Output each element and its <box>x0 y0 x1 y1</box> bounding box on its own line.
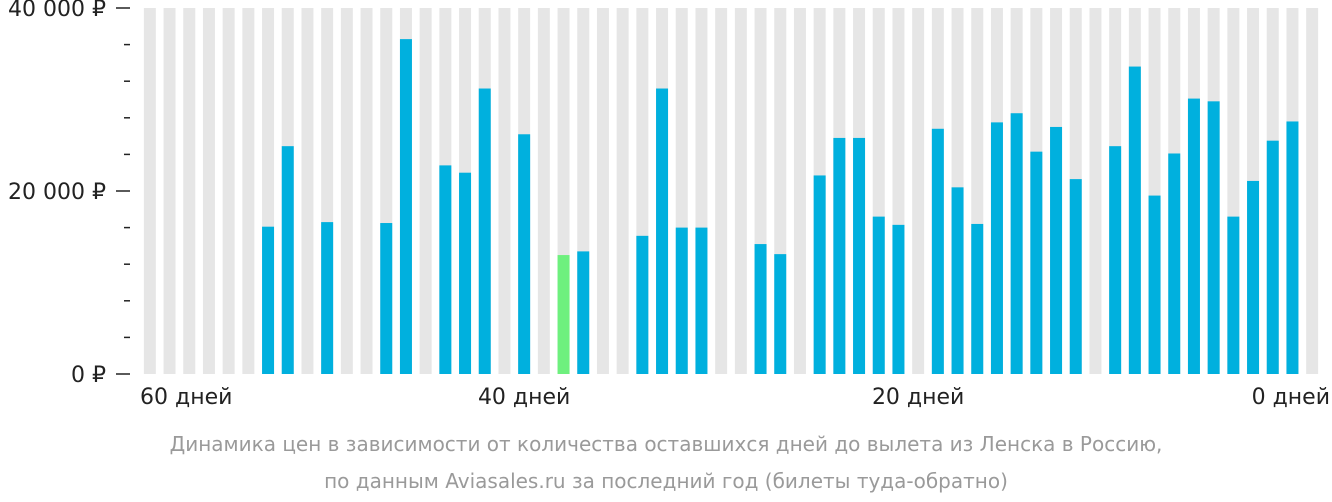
x-tick-label: 20 дней <box>872 385 964 410</box>
price-bars <box>262 39 1299 375</box>
price-bar[interactable] <box>439 165 452 374</box>
price-bar[interactable] <box>1030 151 1043 374</box>
price-bar[interactable] <box>813 175 826 374</box>
background-column <box>498 8 511 374</box>
x-tick-label: 60 дней <box>140 385 232 410</box>
price-bar[interactable] <box>1109 146 1122 374</box>
price-bar[interactable] <box>872 216 885 374</box>
price-bar[interactable] <box>833 137 846 374</box>
price-bar[interactable] <box>1187 98 1200 375</box>
background-column <box>793 8 806 374</box>
price-bar[interactable] <box>1286 121 1299 375</box>
price-bar[interactable] <box>675 227 688 374</box>
price-bar[interactable] <box>1266 140 1279 374</box>
background-column <box>596 8 609 374</box>
background-column <box>163 8 176 374</box>
chart-caption-line-2: по данным Aviasales.ru за последний год … <box>324 469 1008 493</box>
background-column <box>202 8 215 374</box>
price-bar[interactable] <box>951 187 964 374</box>
price-bar[interactable] <box>1207 101 1220 374</box>
background-columns <box>143 8 1319 374</box>
price-bar[interactable] <box>1168 153 1181 374</box>
price-bar[interactable] <box>754 244 767 374</box>
background-column <box>537 8 550 374</box>
y-tick-label: 0 ₽ <box>71 363 106 388</box>
y-tick-label: 40 000 ₽ <box>8 0 106 22</box>
background-column <box>1089 8 1102 374</box>
price-bar-lowest[interactable] <box>557 255 570 374</box>
price-bar[interactable] <box>321 222 334 374</box>
price-bar[interactable] <box>892 224 905 374</box>
price-bar[interactable] <box>990 122 1003 374</box>
price-bar[interactable] <box>459 172 472 374</box>
background-column <box>715 8 728 374</box>
background-column <box>222 8 235 374</box>
price-bar[interactable] <box>853 137 866 374</box>
x-tick-label: 40 дней <box>478 385 570 410</box>
background-column <box>340 8 353 374</box>
background-column <box>183 8 196 374</box>
price-bar[interactable] <box>1227 216 1240 374</box>
price-bar[interactable] <box>636 235 649 374</box>
background-column <box>616 8 629 374</box>
price-bar[interactable] <box>1148 195 1161 374</box>
price-bar[interactable] <box>518 134 531 374</box>
background-column <box>242 8 255 374</box>
price-bar[interactable] <box>262 226 275 374</box>
background-column <box>143 8 156 374</box>
price-bar[interactable] <box>1010 113 1023 374</box>
price-bar[interactable] <box>281 146 294 374</box>
background-column <box>301 8 314 374</box>
price-bar[interactable] <box>1128 66 1141 374</box>
price-bar[interactable] <box>656 88 669 375</box>
chart-caption-line-1: Динамика цен в зависимости от количества… <box>169 432 1163 456</box>
background-column <box>1306 8 1319 374</box>
x-tick-label: 0 дней <box>1252 385 1330 410</box>
price-bar[interactable] <box>971 223 984 374</box>
price-bar[interactable] <box>1247 180 1260 374</box>
background-column <box>419 8 432 374</box>
price-bar[interactable] <box>931 128 944 374</box>
background-column <box>360 8 373 374</box>
price-bar[interactable] <box>380 223 393 374</box>
price-bar[interactable] <box>1069 179 1082 374</box>
price-bar[interactable] <box>577 251 590 374</box>
y-axis: 40 000 ₽ 20 000 ₽ 0 ₽ <box>8 0 130 388</box>
price-bar[interactable] <box>695 227 708 374</box>
price-bar[interactable] <box>774 254 787 374</box>
price-bar[interactable] <box>1050 126 1063 374</box>
y-tick-label: 20 000 ₽ <box>8 180 106 205</box>
x-axis: 60 дней 40 дней 20 дней 0 дней <box>140 385 1330 410</box>
price-bar[interactable] <box>478 88 491 375</box>
background-column <box>912 8 925 374</box>
background-column <box>734 8 747 374</box>
price-bar[interactable] <box>399 39 412 375</box>
price-chart: 40 000 ₽ 20 000 ₽ 0 ₽ 60 дней 40 дней 20 дне… <box>8 0 1330 410</box>
